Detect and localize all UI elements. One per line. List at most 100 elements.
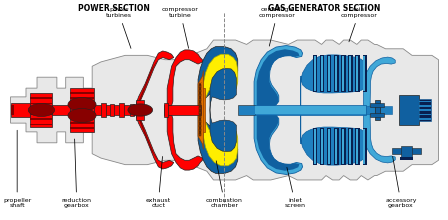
Polygon shape <box>210 110 237 152</box>
Polygon shape <box>254 110 302 174</box>
Polygon shape <box>210 68 237 110</box>
Circle shape <box>68 108 96 123</box>
Bar <box>70 127 95 128</box>
Bar <box>101 103 106 117</box>
Polygon shape <box>327 128 332 165</box>
Polygon shape <box>342 56 344 92</box>
Text: POWER SECTION: POWER SECTION <box>78 4 150 13</box>
Bar <box>70 122 95 124</box>
Text: compressor
turbine: compressor turbine <box>162 7 199 48</box>
Polygon shape <box>257 110 300 171</box>
Polygon shape <box>254 46 302 110</box>
Bar <box>30 113 52 115</box>
Polygon shape <box>349 128 353 165</box>
Bar <box>30 118 52 120</box>
Text: reduction
gearbox: reduction gearbox <box>62 139 92 208</box>
Circle shape <box>128 104 153 116</box>
Text: inlet
screen: inlet screen <box>284 167 306 208</box>
Bar <box>198 88 205 132</box>
Bar <box>164 103 168 117</box>
Bar <box>375 100 380 120</box>
Polygon shape <box>327 55 332 92</box>
Polygon shape <box>362 56 365 92</box>
Bar <box>30 108 52 110</box>
Polygon shape <box>314 128 316 164</box>
Polygon shape <box>334 128 339 165</box>
Bar <box>70 102 95 104</box>
Polygon shape <box>362 55 367 92</box>
Polygon shape <box>167 114 202 170</box>
Text: propeller
shaft: propeller shaft <box>3 130 31 208</box>
Polygon shape <box>349 56 351 92</box>
Bar <box>11 103 30 117</box>
Polygon shape <box>349 55 353 92</box>
Polygon shape <box>334 55 339 92</box>
Polygon shape <box>320 55 324 92</box>
Bar <box>255 106 366 114</box>
Text: combustion
chamber: combustion chamber <box>206 161 243 208</box>
Polygon shape <box>203 54 238 110</box>
Bar <box>30 103 52 104</box>
Polygon shape <box>136 51 174 104</box>
Bar <box>70 97 95 99</box>
Polygon shape <box>257 49 300 110</box>
Polygon shape <box>138 119 158 160</box>
Bar <box>400 157 413 160</box>
Text: centrifugal
compressor: centrifugal compressor <box>259 7 296 46</box>
Bar <box>164 105 201 115</box>
Polygon shape <box>320 128 324 165</box>
Polygon shape <box>301 110 364 165</box>
Polygon shape <box>313 128 317 165</box>
Bar <box>70 92 95 94</box>
Bar <box>11 104 14 116</box>
Polygon shape <box>342 128 344 164</box>
Polygon shape <box>321 56 323 92</box>
Bar <box>110 104 114 116</box>
Bar <box>255 104 366 116</box>
Bar <box>418 114 431 116</box>
Text: accessory
gearbox: accessory gearbox <box>385 156 417 208</box>
Polygon shape <box>356 56 358 92</box>
Polygon shape <box>341 55 346 92</box>
Text: exhaust
duct: exhaust duct <box>146 156 171 208</box>
Polygon shape <box>355 55 360 92</box>
Bar <box>95 105 134 115</box>
Polygon shape <box>328 56 330 92</box>
Circle shape <box>28 103 55 117</box>
Text: power
turbines: power turbines <box>106 7 132 48</box>
Bar <box>418 101 431 102</box>
Bar <box>363 106 392 114</box>
Polygon shape <box>198 47 238 110</box>
Polygon shape <box>321 128 323 164</box>
Text: axial
compressor: axial compressor <box>340 7 378 42</box>
Bar <box>136 100 144 120</box>
Polygon shape <box>203 110 238 166</box>
Polygon shape <box>356 128 358 164</box>
Bar <box>418 118 431 120</box>
Bar <box>370 113 384 117</box>
Polygon shape <box>313 55 317 92</box>
Bar <box>119 103 124 117</box>
Bar <box>70 107 95 109</box>
Bar <box>70 88 95 132</box>
Bar <box>418 105 431 107</box>
Polygon shape <box>362 128 367 165</box>
Bar <box>70 117 95 119</box>
Bar <box>30 124 52 125</box>
Bar <box>30 97 52 99</box>
Polygon shape <box>349 128 351 164</box>
Bar <box>418 109 431 111</box>
Polygon shape <box>314 56 316 92</box>
Bar <box>392 148 421 154</box>
Bar <box>70 112 95 114</box>
Text: GAS GENERATOR SECTION: GAS GENERATOR SECTION <box>267 4 380 13</box>
Polygon shape <box>363 110 395 163</box>
Bar <box>52 104 70 116</box>
Bar <box>30 93 52 127</box>
Polygon shape <box>341 128 346 165</box>
Polygon shape <box>328 128 330 164</box>
Polygon shape <box>355 128 360 165</box>
Polygon shape <box>138 60 158 101</box>
Polygon shape <box>167 50 202 106</box>
Polygon shape <box>11 40 439 180</box>
